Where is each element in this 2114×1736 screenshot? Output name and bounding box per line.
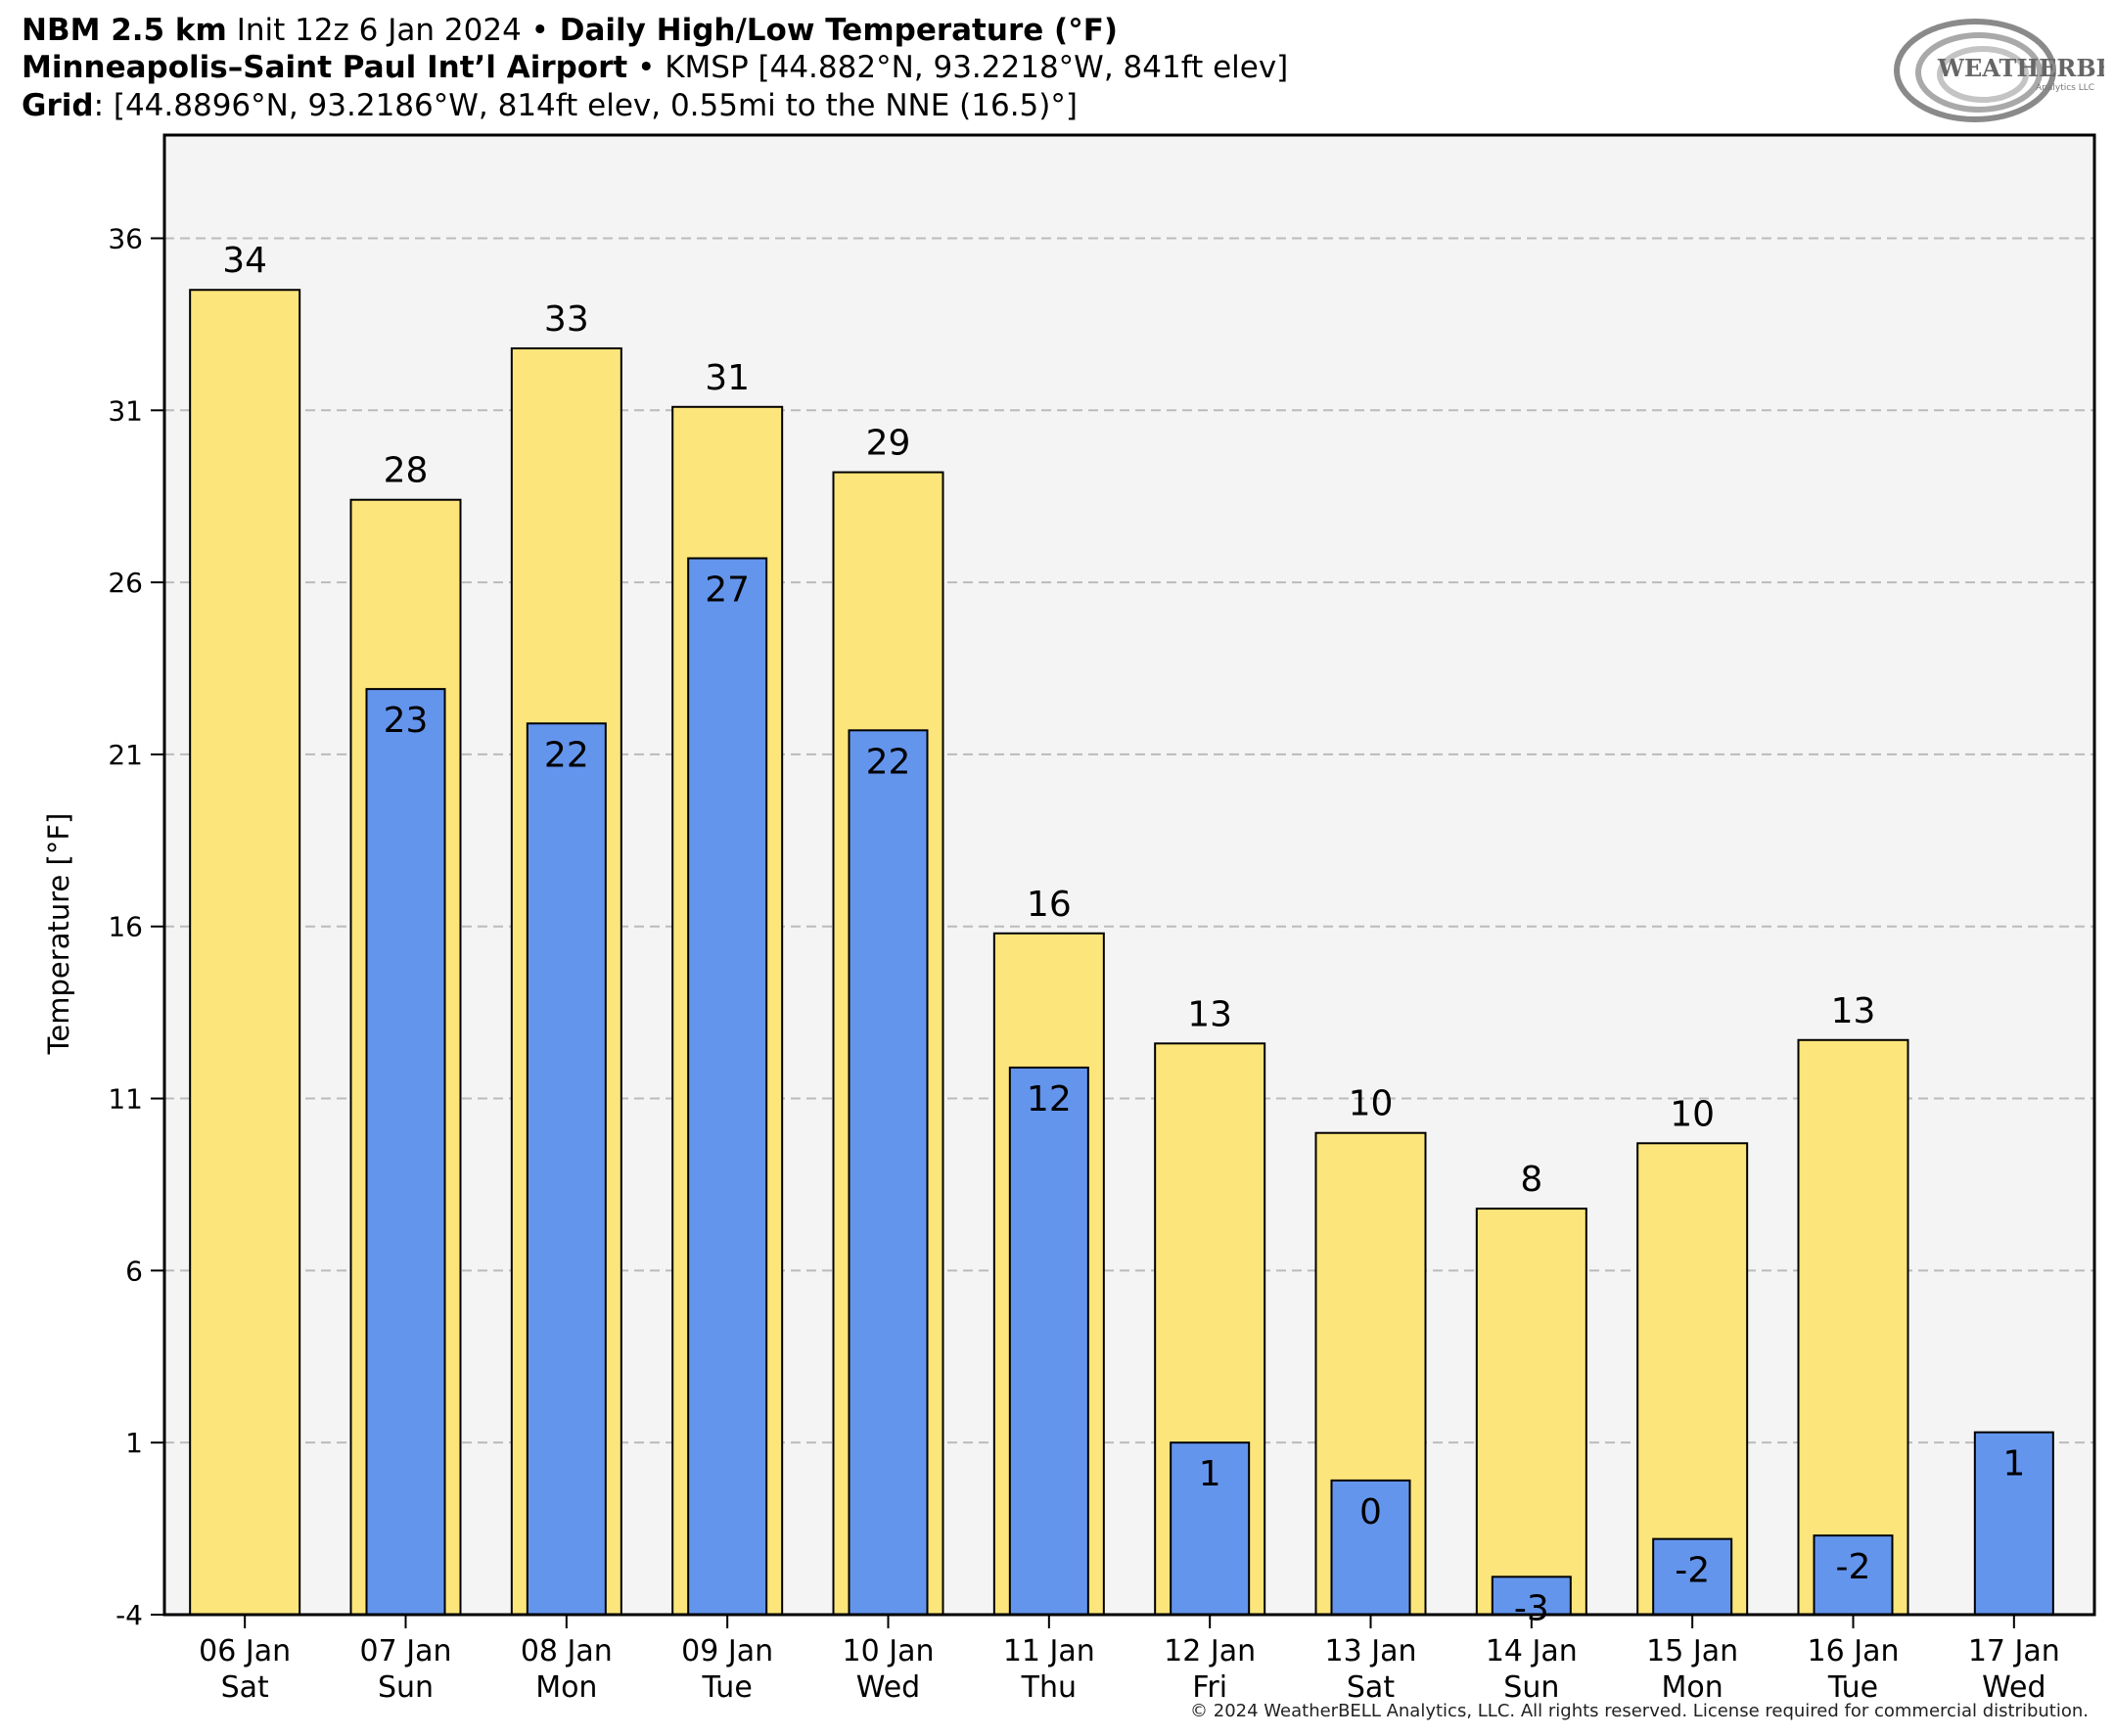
- low-value-label: 1: [2002, 1444, 2025, 1485]
- x-tick-date-label: 11 Jan: [1003, 1634, 1095, 1668]
- low-value-label: 22: [866, 742, 911, 782]
- y-tick-label: -4: [115, 1599, 143, 1631]
- x-tick-date-label: 10 Jan: [843, 1634, 935, 1668]
- low-value-label: -2: [1675, 1551, 1710, 1591]
- chart-title-line-1: NBM 2.5 km Init 12z 6 Jan 2024 • Daily H…: [22, 12, 1118, 49]
- low-bar: [1170, 1441, 1251, 1616]
- init-time: Init 12z 6 Jan 2024: [226, 13, 531, 48]
- high-value-label: 34: [222, 241, 267, 281]
- y-tick-label: 16: [108, 911, 143, 943]
- low-bar: [687, 557, 768, 1616]
- y-tick-label: 26: [108, 567, 143, 599]
- high-bar: [1475, 1208, 1587, 1617]
- low-value-label: 0: [1359, 1492, 1382, 1532]
- low-bar: [1652, 1537, 1733, 1616]
- y-tick-label: 6: [125, 1255, 143, 1287]
- plot-frame: [162, 133, 2096, 1617]
- low-bar: [848, 729, 929, 1616]
- x-tick-date-label: 06 Jan: [199, 1634, 291, 1668]
- high-value-label: 31: [705, 358, 750, 398]
- x-tick-date-label: 17 Jan: [1968, 1634, 2060, 1668]
- low-value-label: 27: [705, 571, 750, 611]
- high-value-label: 10: [1349, 1084, 1394, 1124]
- x-tick-date-label: 16 Jan: [1808, 1634, 1900, 1668]
- x-tick-day-label: Sun: [378, 1670, 434, 1705]
- station-name: Minneapolis–Saint Paul Int’l Airport: [22, 50, 628, 85]
- x-tick-day-label: Mon: [535, 1670, 597, 1705]
- high-value-label: 10: [1670, 1094, 1715, 1134]
- low-value-label: 23: [384, 701, 429, 741]
- y-tick-label: 31: [108, 394, 143, 427]
- high-value-label: 29: [866, 424, 911, 464]
- x-tick-day-label: Fri: [1192, 1670, 1227, 1705]
- x-tick-date-label: 14 Jan: [1486, 1634, 1578, 1668]
- high-value-label: 8: [1520, 1160, 1542, 1200]
- grid-info: : [44.8896°N, 93.2186°W, 814ft elev, 0.5…: [93, 88, 1078, 123]
- x-tick-day-label: Mon: [1662, 1670, 1723, 1705]
- high-bar: [189, 289, 301, 1616]
- high-value-label: 13: [1187, 994, 1232, 1034]
- high-value-label: 13: [1831, 991, 1876, 1031]
- chart-title: Daily High/Low Temperature (°F): [548, 13, 1119, 48]
- x-tick-day-label: Sat: [1347, 1670, 1395, 1705]
- y-tick-label: 21: [108, 739, 143, 771]
- copyright-notice: © 2024 WeatherBELL Analytics, LLC. All r…: [1190, 1701, 2089, 1721]
- x-tick-day-label: Thu: [1021, 1670, 1077, 1705]
- high-value-label: 33: [544, 299, 589, 340]
- station-separator: •: [627, 50, 666, 85]
- x-tick-date-label: 12 Jan: [1164, 1634, 1256, 1668]
- plot-area: [164, 135, 2094, 1615]
- chart-title-line-2: Minneapolis–Saint Paul Int’l Airport • K…: [22, 49, 1288, 86]
- y-axis-label: Temperature [°F]: [42, 813, 75, 1056]
- x-tick-date-label: 09 Jan: [681, 1634, 773, 1668]
- station-info: KMSP [44.882°N, 93.2218°W, 841ft elev]: [665, 50, 1289, 85]
- high-value-label: 16: [1027, 885, 1072, 925]
- low-bar: [526, 722, 607, 1616]
- x-tick-day-label: Sat: [221, 1670, 269, 1705]
- low-value-label: 12: [1027, 1079, 1072, 1119]
- x-tick-day-label: Tue: [1827, 1670, 1878, 1705]
- x-tick-date-label: 15 Jan: [1646, 1634, 1738, 1668]
- x-tick-day-label: Tue: [702, 1670, 753, 1705]
- high-value-label: 28: [384, 451, 429, 491]
- low-value-label: -2: [1836, 1547, 1871, 1587]
- low-value-label: 22: [544, 735, 589, 775]
- x-tick-date-label: 08 Jan: [521, 1634, 613, 1668]
- logo-text: WEATHERBELL: [1937, 54, 2104, 82]
- gridlines: [164, 237, 2094, 1444]
- low-bar: [1813, 1534, 1894, 1617]
- grid-label: Grid: [22, 88, 94, 123]
- high-bar: [1636, 1142, 1749, 1616]
- low-value-label: 1: [1199, 1454, 1221, 1494]
- swirl-logo-icon: [1894, 19, 2056, 122]
- title-separator: •: [530, 13, 549, 48]
- low-bar: [1008, 1066, 1089, 1616]
- y-tick-label: 11: [108, 1083, 143, 1116]
- x-tick-day-label: Wed: [1982, 1670, 2045, 1705]
- x-tick-date-label: 13 Jan: [1325, 1634, 1417, 1668]
- low-bar: [1973, 1431, 2054, 1616]
- weatherbell-logo: WEATHERBELL Analytics LLC: [1894, 19, 2104, 122]
- high-bar: [1797, 1038, 1909, 1616]
- logo-subtext: Analytics LLC: [2036, 83, 2094, 93]
- model-name: NBM 2.5 km: [22, 13, 227, 48]
- x-tick-date-label: 07 Jan: [360, 1634, 452, 1668]
- y-tick-label: 1: [125, 1427, 143, 1459]
- chart-title-line-3: Grid: [44.8896°N, 93.2186°W, 814ft elev,…: [22, 87, 1078, 124]
- low-bar: [365, 688, 446, 1616]
- y-tick-label: 36: [108, 222, 143, 254]
- low-bar: [1330, 1479, 1411, 1616]
- x-tick-day-label: Wed: [856, 1670, 920, 1705]
- x-tick-day-label: Sun: [1503, 1670, 1559, 1705]
